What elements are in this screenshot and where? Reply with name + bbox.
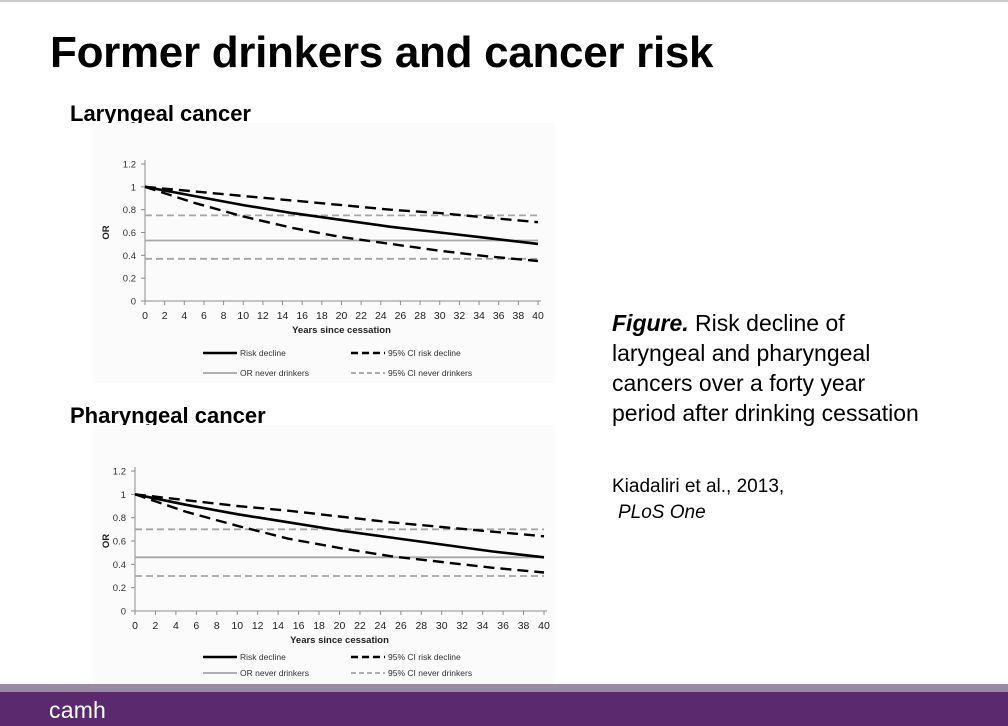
x-tick-label: 4 — [173, 620, 179, 632]
x-tick-label: 8 — [221, 310, 227, 322]
y-axis-title: OR — [101, 225, 112, 239]
x-tick-label: 16 — [296, 310, 308, 322]
x-tick-label: 36 — [493, 310, 505, 322]
top-rule — [0, 0, 1008, 2]
footer-bar: camh — [0, 692, 1008, 726]
x-tick-label: 30 — [436, 620, 448, 632]
y-tick-label: 0.8 — [123, 205, 136, 216]
citation-authors: Kiadaliri et al., 2013, — [612, 476, 785, 497]
x-tick-label: 4 — [181, 310, 187, 322]
y-axis-title: OR — [101, 534, 112, 548]
y-tick-label: 1 — [131, 182, 136, 193]
x-axis-title: Years since cessation — [290, 635, 389, 646]
y-tick-label: 1 — [121, 490, 126, 501]
x-tick-label: 12 — [252, 620, 264, 632]
series-line-95-ci-risk-decline — [144, 185, 539, 263]
x-tick-label: 2 — [153, 620, 159, 632]
series-line-95-ci-risk-decline — [134, 493, 545, 538]
legend-label: OR never drinkers — [240, 368, 309, 378]
laryngeal-chart: 0 0.2 0.4 0.6 0.8 1 1.2 0 2 4 6 8 10 12 14 16 18 20 22 24 26… — [93, 123, 555, 383]
x-tick-label: 18 — [313, 620, 325, 632]
series-line-risk-decline — [134, 493, 545, 559]
legend-label: OR never drinkers — [240, 668, 309, 678]
x-tick-label: 6 — [193, 620, 199, 632]
legend-label: 95% CI risk decline — [388, 652, 461, 662]
x-axis-title: Years since cessation — [292, 325, 391, 336]
x-tick-label: 10 — [231, 620, 243, 632]
y-tick-label: 0.2 — [123, 274, 136, 285]
legend-label: Risk decline — [240, 348, 286, 358]
pharyngeal-chart-svg: 00.20.40.60.811.20 2 4 6 8 10 12 14 16 18 20 22 24 26… — [101, 467, 550, 679]
x-tick-label: 30 — [434, 310, 446, 322]
x-tick-label: 6 — [201, 310, 207, 322]
pharyngeal-chart: 0 0.2 0.4 0.6 0.8 1 1.2 0 2 4 6 8 10 12 14 16 18 20 22 24 26… — [93, 425, 555, 683]
x-tick-label: 28 — [415, 620, 427, 632]
x-tick-label: 20 — [336, 310, 348, 322]
y-tick-label: 0.8 — [113, 513, 126, 524]
y-tick-label: 1.2 — [113, 467, 126, 478]
y-tick-label: 0.4 — [113, 560, 126, 571]
camh-logo: camh — [49, 697, 107, 723]
x-tick-label: 22 — [354, 620, 366, 632]
caption-label: Figure. — [612, 310, 689, 336]
x-tick-label: 16 — [293, 620, 305, 632]
legend-label: 95% CI risk decline — [388, 348, 461, 358]
series-line-95-ci-risk-decline — [134, 493, 545, 574]
y-tick-label: 0.6 — [123, 228, 136, 239]
x-tick-label: 26 — [395, 620, 407, 632]
y-tick-label: 0.2 — [113, 583, 126, 594]
x-tick-label: 34 — [477, 620, 489, 632]
x-tick-label: 40 — [532, 310, 544, 322]
legend-label: 95% CI never drinkers — [388, 668, 472, 678]
citation-journal: PLoS One — [618, 502, 706, 523]
x-tick-label: 12 — [257, 310, 269, 322]
footer-stripe — [0, 684, 1008, 692]
x-tick-label: 8 — [214, 620, 220, 632]
x-tick-label: 0 — [132, 620, 138, 632]
x-tick-label: 18 — [316, 310, 328, 322]
laryngeal-chart-svg: 00.20.40.60.811.20 2 4 6 8 10 12 14 16 18 20 22 24 26… — [101, 160, 544, 379]
x-tick-label: 32 — [456, 620, 468, 632]
series-line-95-ci-risk-decline — [144, 185, 539, 224]
x-tick-label: 14 — [272, 620, 284, 632]
series-line-risk-decline — [144, 185, 539, 246]
x-tick-label: 34 — [473, 310, 485, 322]
x-tick-label: 28 — [414, 310, 426, 322]
pharyngeal-chart-title: Pharyngeal cancer — [70, 403, 266, 428]
slide-title: Former drinkers and cancer risk — [50, 28, 714, 77]
x-tick-label: 38 — [513, 310, 525, 322]
y-tick-label: 0 — [121, 607, 126, 618]
laryngeal-chart-title: Laryngeal cancer — [70, 101, 251, 126]
figure-caption: Figure. Risk decline of laryngeal and ph… — [612, 308, 932, 428]
x-tick-label: 40 — [538, 620, 550, 632]
legend-label: Risk decline — [240, 652, 286, 662]
x-tick-label: 38 — [518, 620, 530, 632]
x-tick-label: 24 — [375, 620, 387, 632]
x-tick-label: 0 — [142, 310, 148, 322]
x-tick-label: 2 — [162, 310, 168, 322]
x-tick-label: 36 — [497, 620, 509, 632]
x-tick-label: 24 — [375, 310, 387, 322]
x-tick-label: 10 — [237, 310, 249, 322]
y-tick-label: 0 — [131, 297, 136, 308]
x-tick-label: 22 — [355, 310, 367, 322]
y-tick-label: 1.2 — [123, 160, 136, 171]
y-tick-label: 0.6 — [113, 537, 126, 548]
x-tick-label: 32 — [454, 310, 466, 322]
x-tick-label: 26 — [395, 310, 407, 322]
caption-text: Risk decline of laryngeal and pharyngeal… — [612, 310, 919, 426]
x-tick-label: 20 — [334, 620, 346, 632]
x-tick-label: 14 — [277, 310, 289, 322]
citation: Kiadaliri et al., 2013, PLoS One — [612, 474, 932, 526]
y-tick-label: 0.4 — [123, 251, 136, 262]
legend-label: 95% CI never drinkers — [388, 368, 472, 378]
